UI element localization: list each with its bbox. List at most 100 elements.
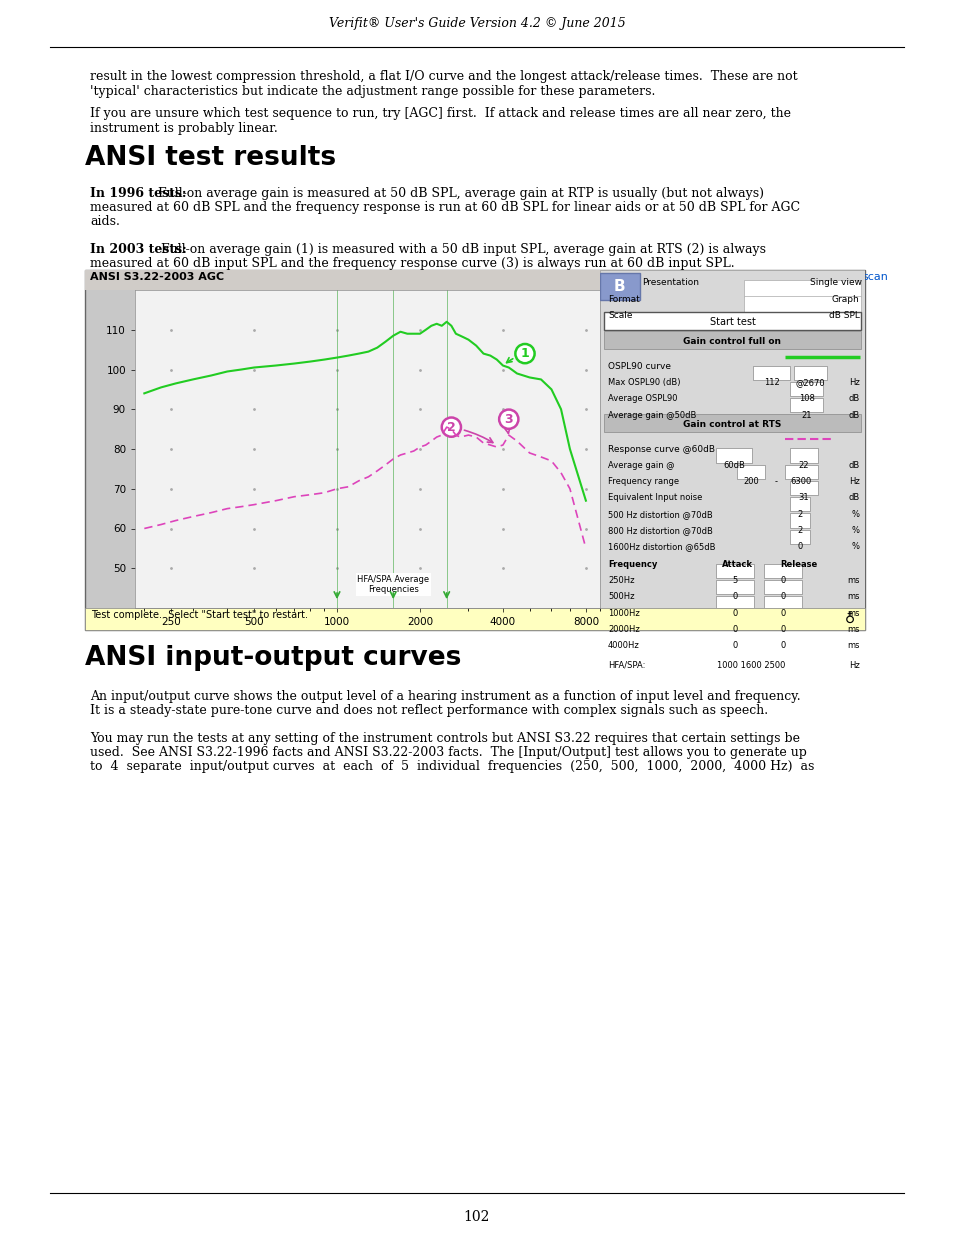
Text: Single view: Single view (809, 278, 862, 288)
FancyBboxPatch shape (716, 613, 754, 626)
FancyBboxPatch shape (599, 270, 864, 608)
Text: 250Hz: 250Hz (607, 577, 634, 585)
FancyBboxPatch shape (763, 563, 801, 578)
Text: 21: 21 (801, 411, 811, 420)
Text: measured at 60 dB SPL and the frequency response is run at 60 dB SPL for linear : measured at 60 dB SPL and the frequency … (90, 201, 800, 214)
Text: B: B (614, 279, 625, 294)
Text: ms: ms (846, 625, 859, 634)
FancyBboxPatch shape (743, 296, 861, 314)
Text: Graph: Graph (831, 295, 859, 304)
FancyBboxPatch shape (599, 273, 639, 300)
Text: HFA/SPA:: HFA/SPA: (607, 661, 644, 669)
Text: 1600Hz distortion @65dB: 1600Hz distortion @65dB (607, 542, 715, 551)
FancyBboxPatch shape (603, 331, 861, 348)
FancyBboxPatch shape (686, 648, 814, 662)
Text: ms: ms (846, 609, 859, 618)
Text: 0: 0 (732, 625, 737, 634)
FancyBboxPatch shape (85, 608, 864, 630)
FancyBboxPatch shape (789, 382, 822, 396)
Text: ms: ms (846, 577, 859, 585)
FancyBboxPatch shape (716, 629, 754, 642)
Text: Gain control at RTS: Gain control at RTS (682, 420, 781, 429)
Text: HFA/SPA Average
Frequencies: HFA/SPA Average Frequencies (356, 574, 429, 594)
Text: Frequency: Frequency (607, 559, 657, 569)
FancyBboxPatch shape (603, 312, 861, 330)
Text: -: - (774, 477, 777, 487)
Text: Hz: Hz (848, 477, 859, 487)
Text: 5: 5 (732, 577, 737, 585)
Text: In 2003 tests:: In 2003 tests: (90, 243, 187, 256)
Text: 0: 0 (797, 542, 801, 551)
Text: 1000Hz: 1000Hz (607, 609, 639, 618)
Text: ANSI test results: ANSI test results (85, 144, 335, 170)
Text: dB: dB (847, 411, 859, 420)
Text: 800 Hz distortion @70dB: 800 Hz distortion @70dB (607, 526, 712, 535)
Text: If you are unsure which test sequence to run, try [AGC] first.  If attack and re: If you are unsure which test sequence to… (90, 107, 790, 120)
Text: dB: dB (847, 494, 859, 503)
Text: 0: 0 (780, 625, 784, 634)
Text: 0: 0 (780, 593, 784, 601)
Text: instrument is probably linear.: instrument is probably linear. (90, 122, 277, 135)
Text: @2670: @2670 (795, 378, 824, 388)
Text: to  4  separate  input/output curves  at  each  of  5  individual  frequencies  : to 4 separate input/output curves at eac… (90, 760, 814, 773)
FancyBboxPatch shape (743, 280, 861, 298)
FancyBboxPatch shape (85, 270, 864, 630)
FancyBboxPatch shape (763, 580, 801, 594)
Text: Release: Release (780, 559, 817, 569)
Text: dB: dB (847, 394, 859, 404)
Text: measured at 60 dB input SPL and the frequency response curve (3) is always run a: measured at 60 dB input SPL and the freq… (90, 257, 734, 270)
FancyBboxPatch shape (737, 464, 764, 479)
FancyBboxPatch shape (716, 597, 754, 610)
FancyBboxPatch shape (794, 366, 826, 380)
Text: 0: 0 (732, 609, 737, 618)
Text: Full-on average gain (1) is measured with a 50 dB input SPL, average gain at RTS: Full-on average gain (1) is measured wit… (161, 243, 765, 256)
Text: %: % (851, 510, 859, 519)
Text: ANSI input-output curves: ANSI input-output curves (85, 645, 461, 671)
FancyBboxPatch shape (752, 366, 789, 380)
Text: You may run the tests at any setting of the instrument controls but ANSI S3.22 r: You may run the tests at any setting of … (90, 732, 800, 745)
FancyBboxPatch shape (789, 530, 809, 543)
Text: 0: 0 (780, 577, 784, 585)
Text: %: % (851, 526, 859, 535)
Text: 2000Hz: 2000Hz (607, 625, 639, 634)
Text: ms: ms (846, 641, 859, 650)
Text: An input/output curve shows the output level of a hearing instrument as a functi: An input/output curve shows the output l… (90, 690, 800, 703)
Text: Response curve @60dB: Response curve @60dB (607, 445, 714, 453)
Text: OSPL90 curve: OSPL90 curve (607, 362, 670, 370)
Text: 112: 112 (763, 378, 779, 388)
Text: audio: audio (824, 272, 859, 282)
Text: Attack: Attack (721, 559, 753, 569)
FancyBboxPatch shape (763, 629, 801, 642)
FancyBboxPatch shape (716, 580, 754, 594)
Text: 2: 2 (797, 510, 801, 519)
Text: Presentation: Presentation (641, 278, 699, 288)
Text: 200: 200 (742, 477, 759, 487)
Text: Frequency range: Frequency range (607, 477, 679, 487)
Text: 102: 102 (463, 1210, 490, 1224)
Text: 0: 0 (732, 641, 737, 650)
Text: 0: 0 (780, 609, 784, 618)
Text: 31: 31 (798, 494, 808, 503)
Text: dB: dB (847, 461, 859, 471)
Text: Verifit® User's Guide Version 4.2 © June 2015: Verifit® User's Guide Version 4.2 © June… (328, 16, 625, 30)
Text: 'typical' characteristics but indicate the adjustment range possible for these p: 'typical' characteristics but indicate t… (90, 85, 655, 98)
Text: 6300: 6300 (790, 477, 811, 487)
Text: ANSI S3.22-2003 AGC: ANSI S3.22-2003 AGC (90, 272, 224, 282)
Text: 22: 22 (798, 461, 808, 471)
Text: Hz: Hz (848, 661, 859, 669)
FancyBboxPatch shape (784, 464, 817, 479)
FancyBboxPatch shape (716, 448, 751, 463)
FancyBboxPatch shape (789, 448, 817, 463)
Text: Max OSPL90 (dB): Max OSPL90 (dB) (607, 378, 679, 388)
Text: Equivalent Input noise: Equivalent Input noise (607, 494, 701, 503)
Text: scan: scan (862, 272, 887, 282)
Text: 60dB: 60dB (722, 461, 744, 471)
FancyBboxPatch shape (789, 398, 822, 412)
Text: 4000Hz: 4000Hz (607, 641, 639, 650)
Text: 2: 2 (447, 421, 493, 442)
Text: Start test: Start test (709, 317, 755, 327)
Text: 3: 3 (504, 412, 513, 433)
Text: 0: 0 (732, 593, 737, 601)
Text: In 1996 tests:: In 1996 tests: (90, 186, 186, 200)
Text: Average OSPL90: Average OSPL90 (607, 394, 677, 404)
